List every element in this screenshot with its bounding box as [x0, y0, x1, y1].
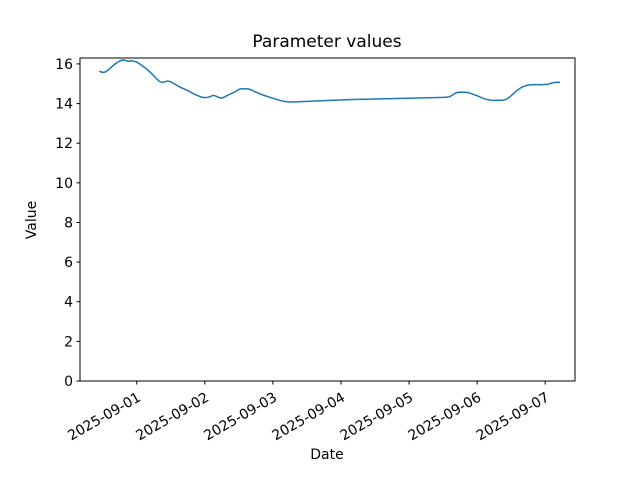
x-tick-label: 2025-09-07	[474, 390, 552, 445]
y-tick-label: 2	[64, 334, 73, 350]
y-tick-label: 6	[64, 255, 73, 271]
x-axis-label: Date	[310, 447, 343, 463]
x-tick-label: 2025-09-06	[406, 390, 485, 445]
y-tick-label: 0	[64, 374, 73, 390]
y-tick-label: 12	[55, 136, 73, 152]
series-line-parameter-values	[99, 59, 561, 103]
y-axis-ticks: 0 2 4 6 8 10 12 14 16	[55, 57, 80, 390]
chart-title: Parameter values	[252, 32, 401, 52]
x-tick-label: 2025-09-04	[270, 390, 349, 445]
x-tick-label: 2025-09-03	[201, 390, 279, 445]
y-tick-label: 14	[55, 97, 73, 113]
y-tick-label: 4	[64, 295, 73, 311]
plot-frame	[79, 57, 576, 382]
x-axis-ticks: 2025-09-012025-09-022025-09-032025-09-04…	[65, 381, 552, 444]
x-tick-label: 2025-09-01	[65, 390, 143, 445]
y-axis-label: Value	[24, 201, 40, 239]
x-tick-label: 2025-09-02	[133, 390, 211, 445]
x-tick-label: 2025-09-05	[338, 390, 416, 445]
y-tick-label: 10	[55, 176, 73, 192]
y-tick-label: 16	[55, 57, 73, 73]
data-series	[99, 59, 561, 103]
y-tick-label: 8	[64, 215, 73, 231]
